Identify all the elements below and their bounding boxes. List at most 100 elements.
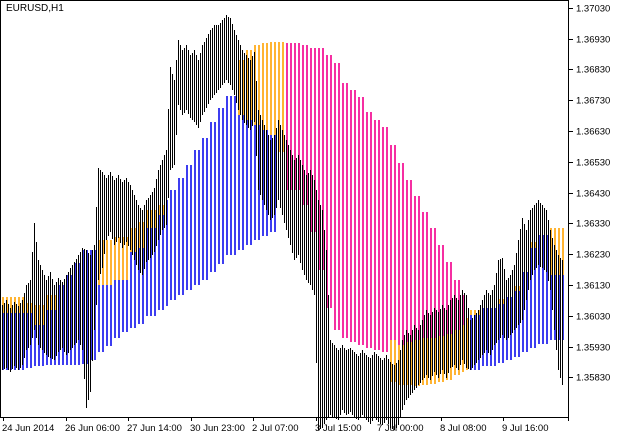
x-axis-label: 3 Jul 15:00 xyxy=(315,423,361,434)
candle-bar xyxy=(380,358,381,424)
candle-bar xyxy=(98,168,99,280)
candle-bar xyxy=(26,285,27,350)
band-bar xyxy=(226,96,228,255)
band-bar xyxy=(326,55,328,308)
band-bar xyxy=(126,237,128,280)
band-bar xyxy=(18,297,20,313)
band-bar xyxy=(214,122,216,272)
candle-bar xyxy=(558,255,559,370)
band-bar xyxy=(426,212,428,338)
candle-bar xyxy=(172,74,173,168)
candle-bar xyxy=(474,315,475,365)
candle-bar xyxy=(360,353,361,418)
candle-bar xyxy=(356,354,357,419)
candle-bar xyxy=(82,248,83,350)
candle-bar xyxy=(346,350,347,415)
candle-bar xyxy=(10,308,11,372)
candle-bar xyxy=(534,205,535,270)
candle-bar xyxy=(404,335,405,405)
candle-bar xyxy=(30,280,31,345)
band-bar xyxy=(114,280,116,338)
candle-bar xyxy=(344,348,345,413)
y-axis-label: 1.36030 xyxy=(576,312,610,323)
candle-bar xyxy=(400,350,401,418)
candle-bar xyxy=(508,278,509,338)
band-bar xyxy=(266,43,268,130)
candle-bar xyxy=(274,135,275,215)
band-bar xyxy=(246,120,248,245)
candle-bar xyxy=(182,50,183,115)
candle-bar xyxy=(20,303,21,368)
band-bar xyxy=(142,248,144,324)
candle-bar xyxy=(408,333,409,398)
candle-bar xyxy=(148,198,149,260)
candle-bar xyxy=(494,285,495,345)
candle-bar xyxy=(122,182,123,248)
candle-bar xyxy=(342,345,343,410)
candle-bar xyxy=(378,356,379,422)
band-bar xyxy=(334,63,336,330)
band-bar xyxy=(374,120,376,350)
candle-bar xyxy=(144,205,145,269)
candle-bar xyxy=(430,315,431,380)
candle-bar xyxy=(136,200,137,265)
band-bar xyxy=(446,262,448,334)
candle-bar xyxy=(354,352,355,418)
candle-bar xyxy=(268,135,269,215)
candle-bar xyxy=(216,25,217,93)
candle-bar xyxy=(482,300,483,355)
candle-bar xyxy=(16,304,17,368)
candle-bar xyxy=(282,130,283,215)
candle-bar xyxy=(236,35,237,103)
candle-bar xyxy=(492,290,493,350)
candle-bar xyxy=(312,175,313,290)
candle-bar xyxy=(230,18,231,85)
candle-bar xyxy=(484,295,485,353)
candle-bar xyxy=(112,176,113,239)
band-bar xyxy=(550,275,552,340)
candle-bar xyxy=(96,207,97,305)
candle-bar xyxy=(256,81,257,156)
band-bar xyxy=(178,178,180,295)
candle-bar xyxy=(504,269,505,338)
band-bar xyxy=(530,248,532,348)
candle-bar xyxy=(174,80,175,165)
band-bar xyxy=(190,165,192,290)
candle-bar xyxy=(88,253,89,400)
candle-bar xyxy=(72,265,73,348)
candle-bar xyxy=(326,250,327,420)
candle-bar xyxy=(506,280,507,340)
band-bar xyxy=(310,48,312,232)
candle-bar xyxy=(420,325,421,383)
candle-bar xyxy=(164,155,165,228)
candle-bar xyxy=(352,350,353,415)
band-bar xyxy=(350,90,352,342)
candle-bar xyxy=(152,192,153,255)
band-bar xyxy=(306,45,308,205)
candle-bar xyxy=(436,310,437,375)
candle-bar xyxy=(450,300,451,368)
band-bar xyxy=(366,112,368,348)
band-bar xyxy=(314,48,316,232)
candle-bar xyxy=(518,240,519,325)
band-bar xyxy=(230,96,232,255)
candle-bar xyxy=(350,348,351,412)
candle-bar xyxy=(304,170,305,275)
y-axis-label: 1.36330 xyxy=(576,219,610,230)
band-bar xyxy=(126,280,128,332)
candle-bar xyxy=(220,23,221,88)
candle-bar xyxy=(24,293,25,358)
candle-bar xyxy=(414,325,415,390)
band-bar xyxy=(286,43,288,190)
band-bar xyxy=(414,196,416,340)
band-bar xyxy=(402,163,404,345)
chart-frame xyxy=(0,0,569,421)
candle-bar xyxy=(286,140,287,230)
candle-bar xyxy=(258,110,259,190)
band-bar xyxy=(242,115,244,250)
x-axis-label: 9 Jul 16:00 xyxy=(502,423,548,434)
candle-bar xyxy=(260,115,261,195)
candle-bar xyxy=(294,160,295,260)
band-bar xyxy=(262,43,264,130)
